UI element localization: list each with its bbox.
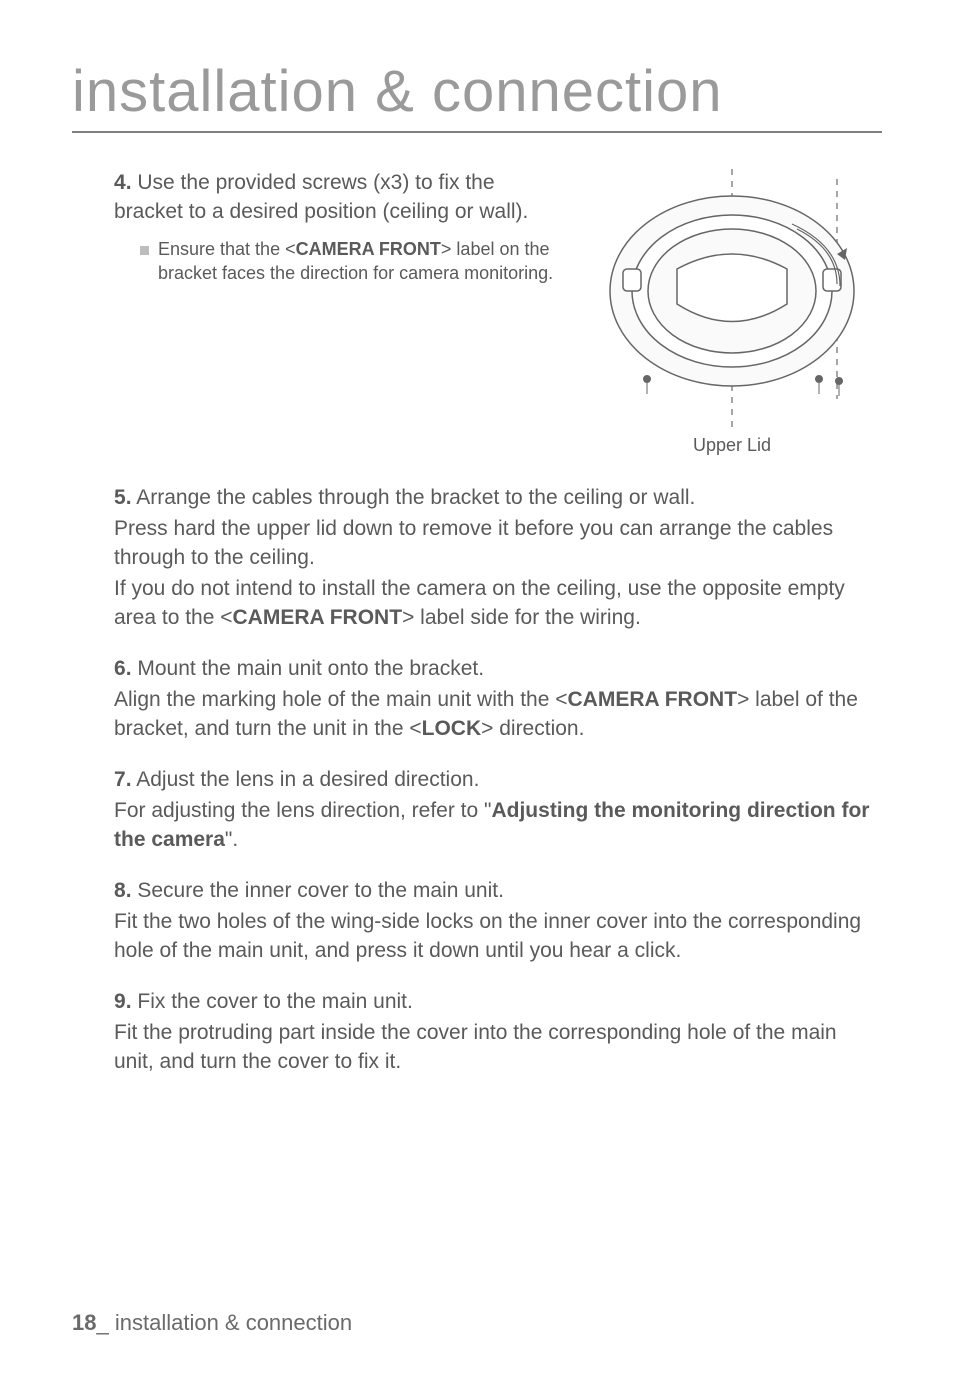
step-9: 9 Fix the cover to the main unit. Fit th… (114, 988, 882, 1077)
step4-body: Use the provided screws (x3) to fix the … (114, 171, 528, 223)
step4-subnote: Ensure that the <CAMERA FRONT> label on … (140, 237, 558, 286)
camera-front-label: CAMERA FRONT (296, 239, 441, 259)
bracket-svg-icon (587, 169, 877, 429)
step7-p2-pre: For adjusting the lens direction, refer … (114, 799, 491, 822)
footer-sep: _ (96, 1310, 108, 1335)
step5-p1: Arrange the cables through the bracket t… (136, 486, 695, 509)
step-number: 6 (114, 657, 132, 680)
page-footer: 18_ installation & connection (72, 1310, 352, 1336)
step7-p1: Adjust the lens in a desired direction. (136, 768, 479, 791)
step-8: 8 Secure the inner cover to the main uni… (114, 877, 882, 966)
step6-p2-pre: Align the marking hole of the main unit … (114, 688, 568, 711)
footer-label: installation & connection (109, 1310, 352, 1335)
figure-caption: Upper Lid (693, 435, 771, 456)
step5-p2: Press hard the upper lid down to remove … (114, 515, 882, 573)
page-number: 18 (72, 1310, 96, 1335)
page-title: installation & connection (72, 58, 882, 125)
step-5: 5 Arrange the cables through the bracket… (114, 484, 882, 633)
step4-text: 4 Use the provided screws (x3) to fix th… (114, 169, 558, 456)
step8-p2: Fit the two holes of the wing-side locks… (114, 908, 882, 966)
step6-p1: Mount the main unit onto the bracket. (137, 657, 484, 680)
step-7: 7 Adjust the lens in a desired direction… (114, 766, 882, 855)
bracket-figure: Upper Lid (582, 169, 882, 456)
step7-p2-post: ". (225, 828, 238, 851)
step5-p3-post: > label side for the wiring. (402, 606, 641, 629)
page-root: installation & connection 4 Use the prov… (0, 0, 954, 1388)
step-number: 9 (114, 990, 132, 1013)
step9-p1: Fix the cover to the main unit. (137, 990, 412, 1013)
step-number: 4 (114, 171, 132, 194)
step5-p3: If you do not intend to install the came… (114, 575, 882, 633)
step8-p1: Secure the inner cover to the main unit. (137, 879, 504, 902)
camera-front-label: CAMERA FRONT (568, 688, 738, 711)
step-number: 7 (114, 768, 132, 791)
step4-row: 4 Use the provided screws (x3) to fix th… (114, 169, 882, 456)
steps-list: 5 Arrange the cables through the bracket… (114, 484, 882, 1076)
lock-label: LOCK (422, 717, 482, 740)
step-number: 5 (114, 486, 132, 509)
step6-p2-post: > direction. (481, 717, 584, 740)
step4-sub-pre: Ensure that the < (158, 239, 296, 259)
step-6: 6 Mount the main unit onto the bracket. … (114, 655, 882, 744)
camera-front-label: CAMERA FRONT (233, 606, 403, 629)
title-underline: installation & connection (72, 58, 882, 133)
step7-p2: For adjusting the lens direction, refer … (114, 797, 882, 855)
step-number: 8 (114, 879, 132, 902)
step6-p2: Align the marking hole of the main unit … (114, 686, 882, 744)
step9-p2: Fit the protruding part inside the cover… (114, 1019, 882, 1077)
